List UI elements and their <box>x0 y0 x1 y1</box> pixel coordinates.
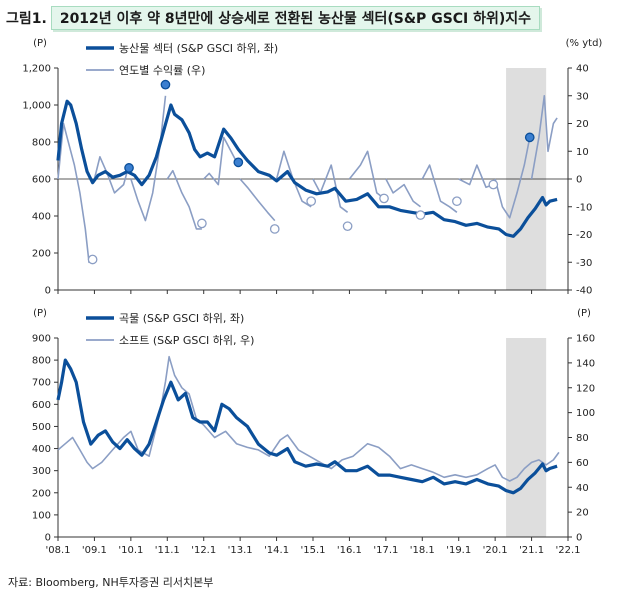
x-tick-label: '11.1 <box>155 545 180 556</box>
right-tick-label: 40 <box>576 483 589 494</box>
right-tick-label: 60 <box>576 458 589 469</box>
left-tick-label: 700 <box>32 378 51 389</box>
x-tick-label: '09.1 <box>82 545 107 556</box>
x-tick-label: '08.1 <box>45 545 70 556</box>
year-end-marker <box>379 193 389 204</box>
legend-label: 농산물 섹터 (S&P GSCI 하위, 좌) <box>119 41 278 55</box>
year-end-marker <box>160 79 171 90</box>
x-tick-label: '14.1 <box>264 545 289 556</box>
right-tick-label: 0 <box>576 175 582 186</box>
left-tick-label: 0 <box>45 533 51 544</box>
right-tick-label: 10 <box>576 147 589 158</box>
source-note: 자료: Bloomberg, NH투자증권 리서치본부 <box>8 576 214 589</box>
left-tick-label: 400 <box>32 212 51 223</box>
legend-label: 소프트 (S&P GSCI 하위, 우) <box>119 333 254 347</box>
x-tick-label: '19.1 <box>446 545 471 556</box>
left-tick-label: 900 <box>32 334 51 345</box>
left-tick-label: 0 <box>45 286 51 297</box>
year-end-marker <box>342 221 353 232</box>
left-tick-label: 100 <box>32 510 51 521</box>
right-tick-label: 0 <box>576 533 582 544</box>
left-tick-label: 300 <box>32 466 51 477</box>
shaded-period-1 <box>506 338 547 537</box>
figure-label: 그림1. <box>6 11 47 27</box>
figure-title: 2012년 이후 약 8년만에 상승세로 전환된 농산물 섹터(S&P GSCI… <box>50 6 541 30</box>
x-tick-label: '10.1 <box>118 545 143 556</box>
x-tick-label: '17.1 <box>373 545 398 556</box>
x-tick-label: '20.1 <box>483 545 508 556</box>
right-tick-label: 40 <box>576 64 589 75</box>
x-tick-label: '16.1 <box>337 545 362 556</box>
series-line-primary <box>56 358 558 495</box>
left-tick-label: 400 <box>32 444 51 455</box>
left-tick-label: 500 <box>32 422 51 433</box>
right-tick-label: 20 <box>576 508 589 519</box>
right-tick-label: -20 <box>576 230 592 241</box>
x-tick-label: '12.1 <box>191 545 216 556</box>
left-tick-label: 600 <box>32 175 51 186</box>
year-end-marker <box>197 218 207 229</box>
right-tick-label: 30 <box>576 91 589 102</box>
x-tick-label: '22.1 <box>555 545 580 556</box>
left-tick-label: 600 <box>32 400 51 411</box>
series-line-secondary <box>57 355 560 482</box>
left-tick-label: 1,200 <box>22 64 51 75</box>
year-end-marker <box>524 132 535 143</box>
year-end-marker <box>415 210 426 220</box>
left-tick-label: 800 <box>32 138 51 149</box>
year-end-marker <box>233 157 244 168</box>
left-tick-label: 200 <box>32 249 51 260</box>
right-tick-label: -40 <box>576 286 592 297</box>
right-axis-unit: (% ytd) <box>566 38 603 49</box>
x-tick-label: '21.1 <box>519 545 544 556</box>
right-tick-label: 20 <box>576 119 589 130</box>
figure-title-bar: 그림1. 2012년 이후 약 8년만에 상승세로 전환된 농산물 섹터(S&P… <box>6 6 541 30</box>
x-tick-label: '15.1 <box>300 545 325 556</box>
year-end-marker <box>269 224 280 234</box>
right-tick-label: 100 <box>576 408 595 419</box>
year-end-marker <box>306 196 317 207</box>
left-axis-unit: (P) <box>33 38 47 49</box>
year-end-marker <box>452 196 462 207</box>
right-tick-label: -10 <box>576 202 592 213</box>
legend-label: 연도별 수익률 (우) <box>119 64 205 77</box>
series-line-primary <box>56 99 558 238</box>
year-end-marker <box>488 179 499 190</box>
left-tick-label: 800 <box>32 356 51 367</box>
left-tick-label: 200 <box>32 488 51 499</box>
legend-label: 곡물 (S&P GSCI 하위, 좌) <box>119 311 244 325</box>
right-tick-label: 160 <box>576 334 595 345</box>
year-end-marker <box>87 254 98 265</box>
left-axis-unit: (P) <box>33 308 47 319</box>
right-axis-unit: (P) <box>577 308 591 319</box>
left-tick-label: 1,000 <box>22 101 51 112</box>
right-tick-label: -30 <box>576 258 592 269</box>
year-end-marker <box>124 163 134 173</box>
right-tick-label: 120 <box>576 383 595 394</box>
right-tick-label: 140 <box>576 358 595 369</box>
right-tick-label: 80 <box>576 433 589 444</box>
x-tick-label: '13.1 <box>228 545 253 556</box>
x-tick-label: '18.1 <box>410 545 435 556</box>
